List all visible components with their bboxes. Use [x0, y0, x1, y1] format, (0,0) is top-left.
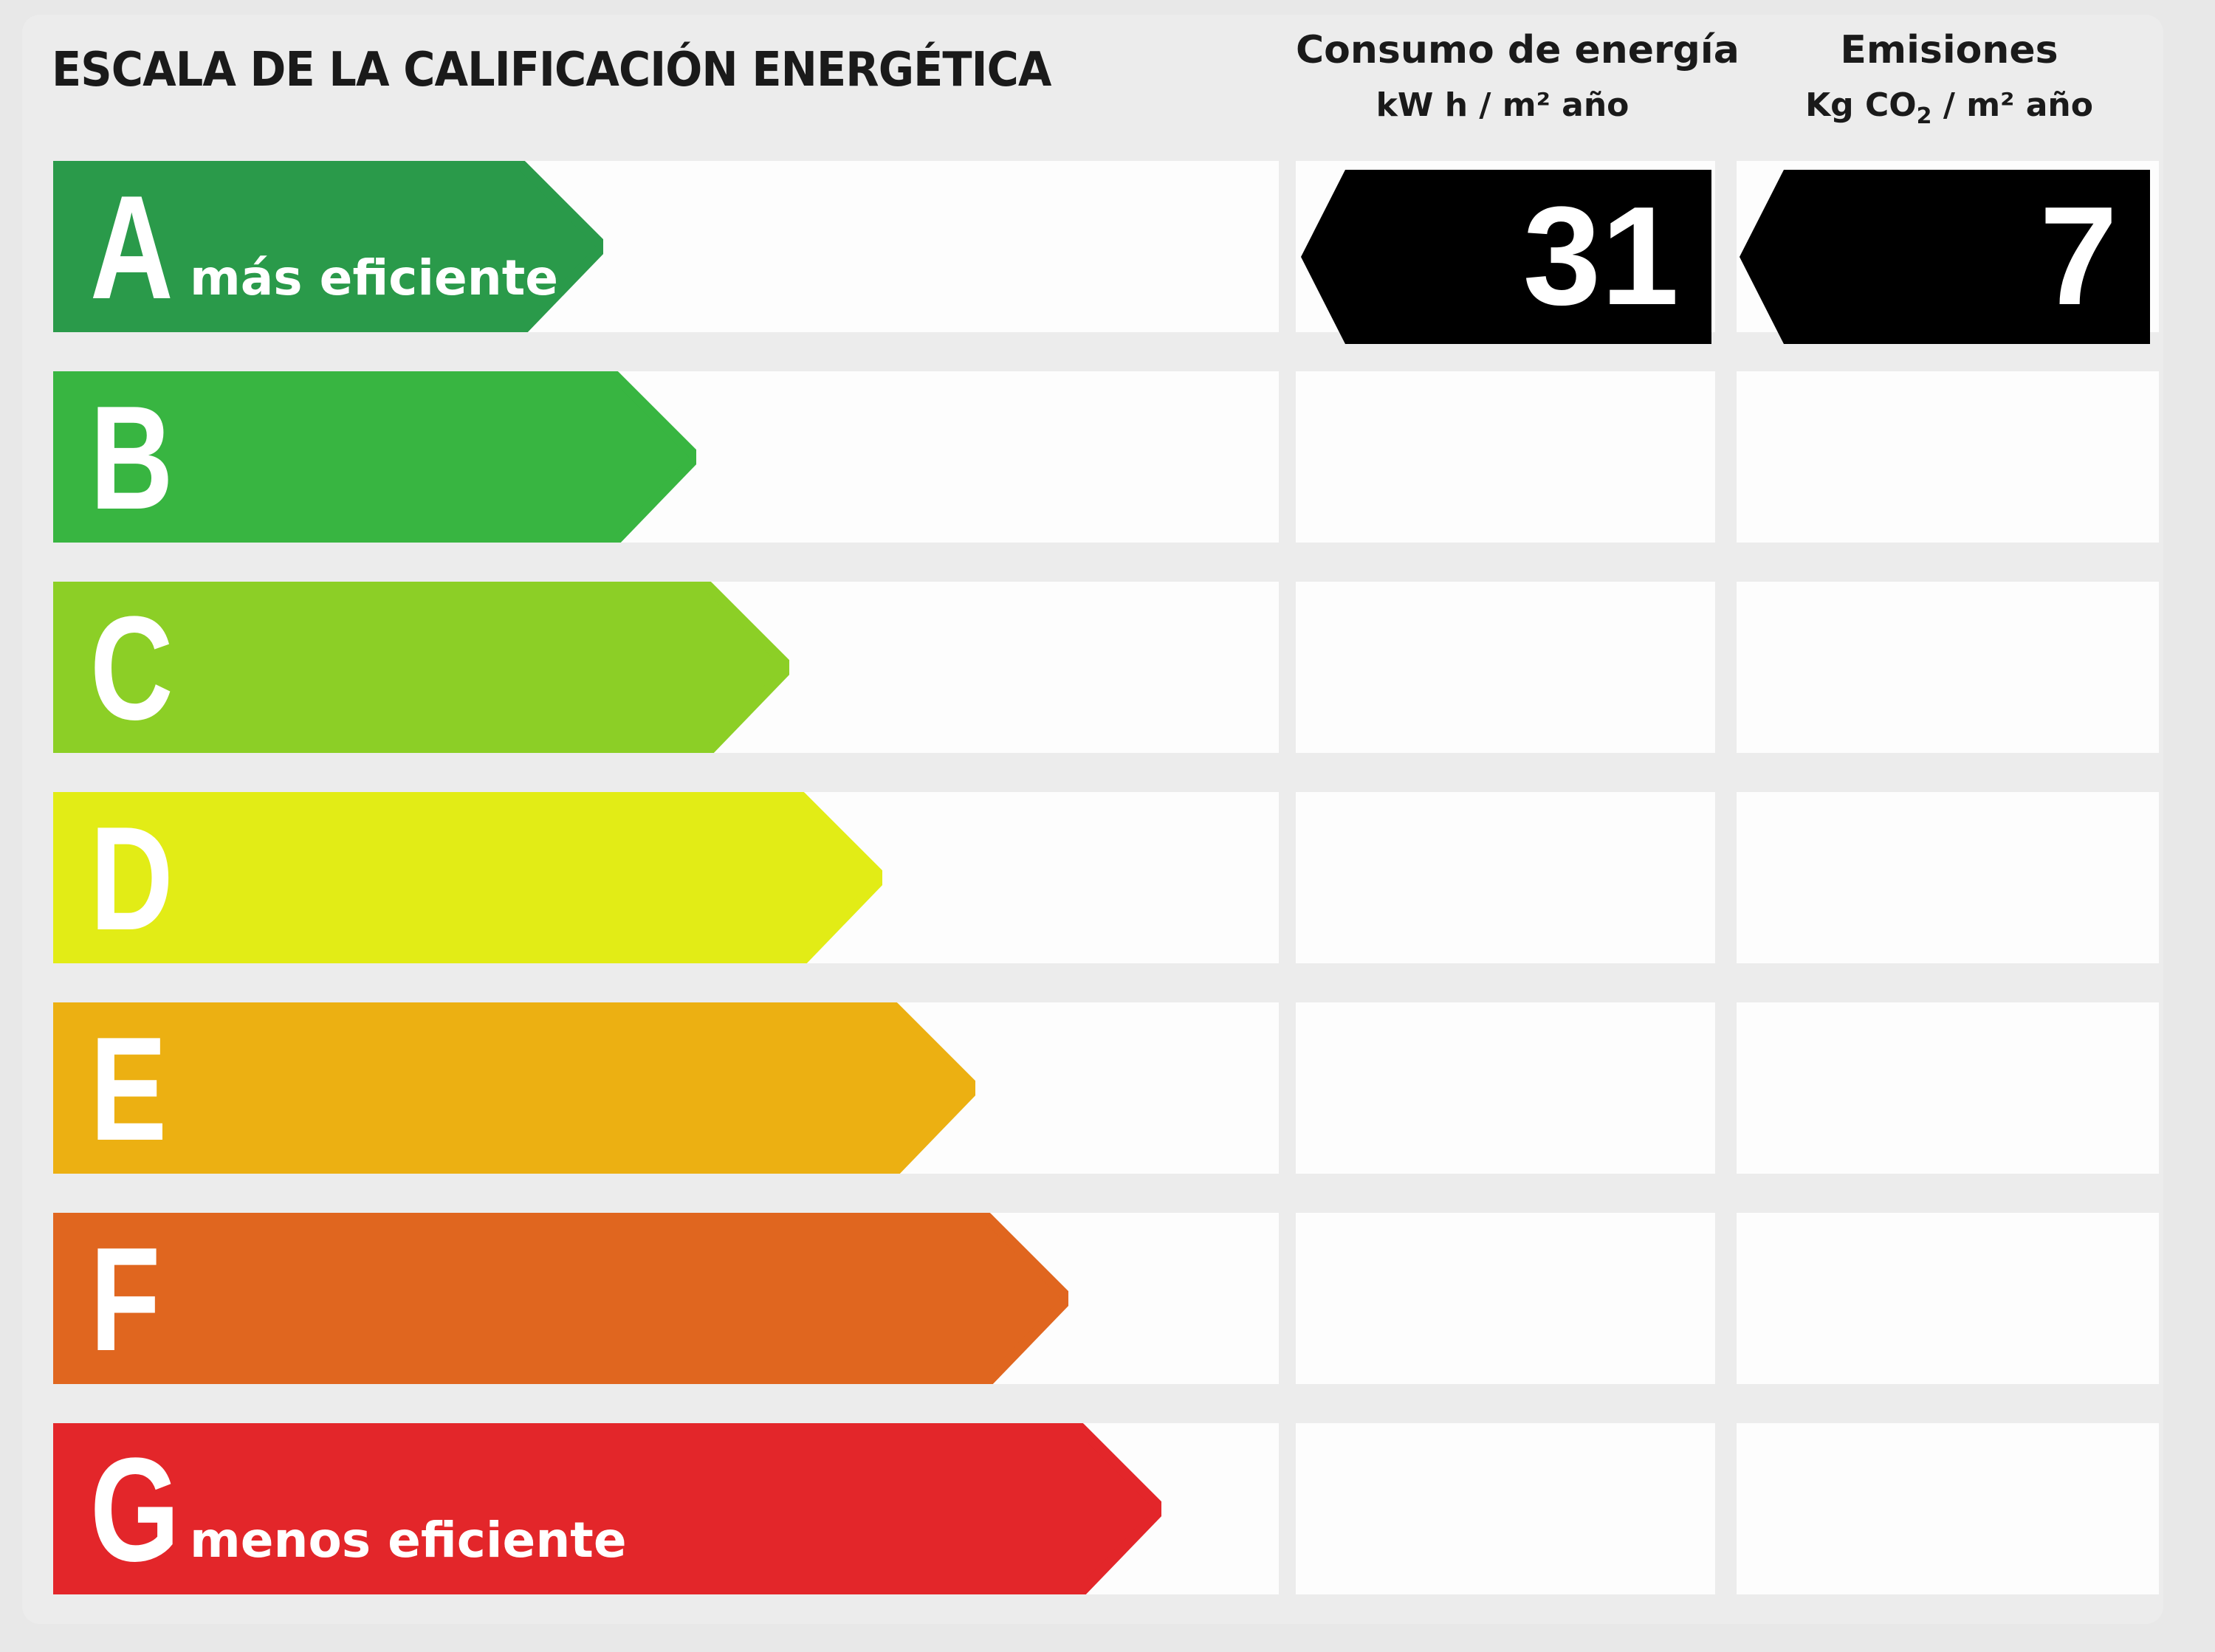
rating-letter: F [90, 1217, 161, 1382]
emissions-value: 7 [2039, 178, 2118, 334]
energy-value: 31 [1522, 178, 1679, 334]
rating-letter: A [90, 165, 174, 330]
energy-pointer-shape [1301, 170, 1711, 344]
emissions-cell [1737, 1423, 2159, 1594]
energy-cell [1296, 1423, 1715, 1594]
energy-cell [1296, 582, 1715, 753]
rating-letter: C [90, 586, 174, 751]
energy-cell [1296, 792, 1715, 963]
rating-arrow-e: E [53, 1002, 975, 1174]
emissions-header-title: Emisiones [1840, 28, 2058, 72]
rating-letter: G [90, 1428, 180, 1592]
energy-header-unit: kW h / m² año [1376, 86, 1630, 124]
rating-letter: D [90, 796, 174, 961]
rating-letter: E [90, 1007, 168, 1171]
energy-column-header: Consumo de energía kW h / m² año [1296, 21, 1740, 131]
rating-sublabel: más eficiente [190, 249, 559, 306]
energy-header-title: Consumo de energía [1296, 28, 1740, 72]
emissions-pointer-shape [1740, 170, 2150, 344]
energy-cell [1296, 371, 1715, 543]
page-title: ESCALA DE LA CALIFICACIÓN ENERGÉTICA [52, 43, 1051, 97]
emissions-cell [1737, 1002, 2159, 1174]
rating-arrow-c: C [53, 582, 789, 753]
arrow-shape [53, 1423, 1161, 1594]
emissions-cell [1737, 582, 2159, 753]
energy-value-box: 31 [1301, 170, 1711, 344]
arrow-shape [53, 1213, 1068, 1384]
emissions-value-box: 7 [1740, 170, 2150, 344]
rating-sublabel: menos eficiente [190, 1512, 627, 1569]
emissions-header-unit: Kg CO2 / m² año [1805, 86, 2093, 129]
arrow-shape [53, 582, 789, 753]
rating-letter: B [90, 376, 174, 540]
rating-arrow-f: F [53, 1213, 1068, 1384]
arrow-shape [53, 371, 696, 543]
arrow-shape [53, 792, 882, 963]
energy-cell [1296, 1213, 1715, 1384]
energy-cell [1296, 1002, 1715, 1174]
emissions-cell [1737, 792, 2159, 963]
rating-arrow-d: D [53, 792, 882, 963]
emissions-cell [1737, 1213, 2159, 1384]
emissions-cell [1737, 371, 2159, 543]
arrow-shape [53, 1002, 975, 1174]
emissions-column-header: Emisiones Kg CO2 / m² año [1735, 21, 2163, 142]
arrow-shape [53, 161, 603, 332]
rating-arrow-b: B [53, 371, 696, 543]
